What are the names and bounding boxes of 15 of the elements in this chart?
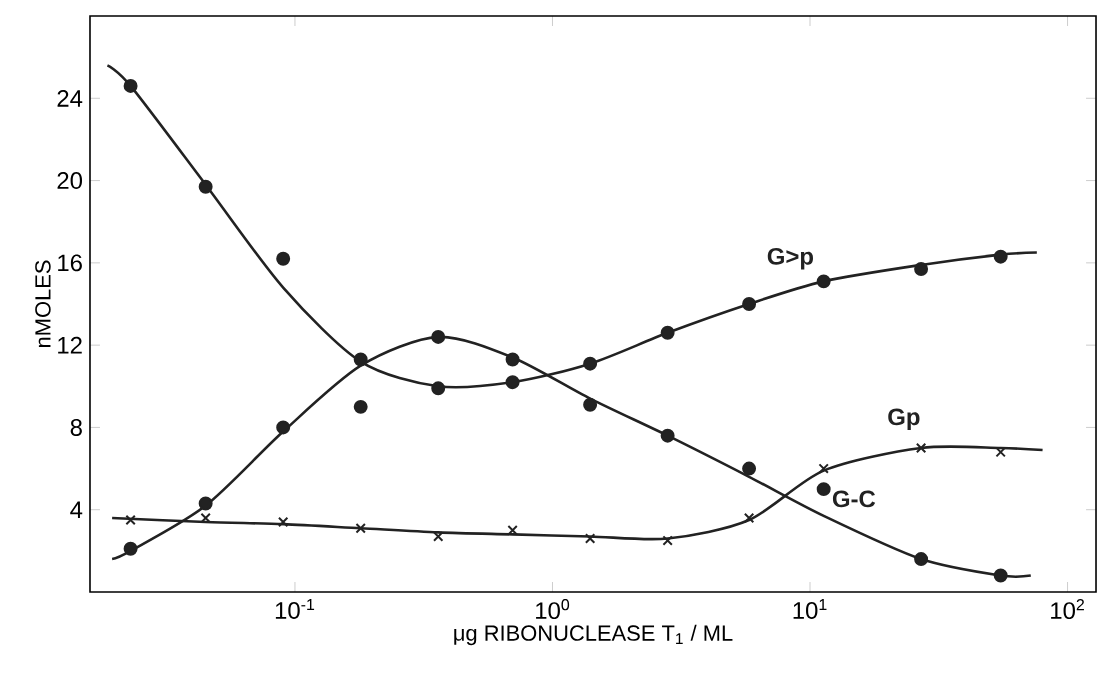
y-tick-label: 4 xyxy=(70,501,83,518)
y-tick-label: 24 xyxy=(57,89,83,107)
x-tick-label: 10$^{0}$ xyxy=(536,599,570,620)
x-tick-label: 10$^{1}$ xyxy=(793,599,827,619)
y-axis-title: nMOLES xyxy=(35,260,51,347)
y-tick-label: 20 xyxy=(57,172,83,190)
y-tick-label: 16 xyxy=(58,254,82,272)
y-tick-label: 8 xyxy=(70,418,82,436)
y-tick-label: 12 xyxy=(58,336,82,354)
x-axis-title: μg RIBONUCLEASE T$_{1}$ / ML xyxy=(454,624,733,646)
x-tick-label: 10$^{2}$ xyxy=(1051,599,1084,620)
series-label: Gp xyxy=(888,408,920,431)
x-tick-label: 10$^{-1}$ xyxy=(275,599,315,619)
series-label: G-C xyxy=(832,490,876,508)
series-label: G>p xyxy=(767,247,813,270)
